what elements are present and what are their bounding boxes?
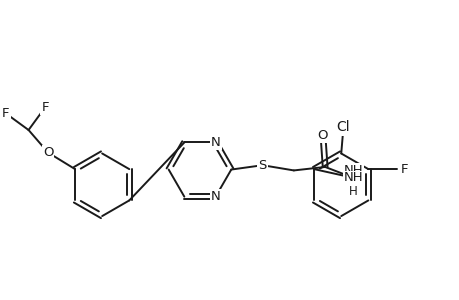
Text: N: N: [210, 136, 220, 149]
Text: H: H: [348, 185, 357, 198]
Text: F: F: [41, 101, 49, 114]
Text: F: F: [2, 107, 10, 120]
Text: O: O: [43, 146, 53, 159]
Text: S: S: [258, 159, 266, 172]
Text: N: N: [210, 190, 220, 203]
Text: NH
H: NH H: [343, 164, 363, 192]
Text: O: O: [317, 129, 328, 142]
Text: NH: NH: [343, 171, 363, 184]
Text: F: F: [400, 163, 408, 176]
Text: Cl: Cl: [336, 120, 349, 134]
